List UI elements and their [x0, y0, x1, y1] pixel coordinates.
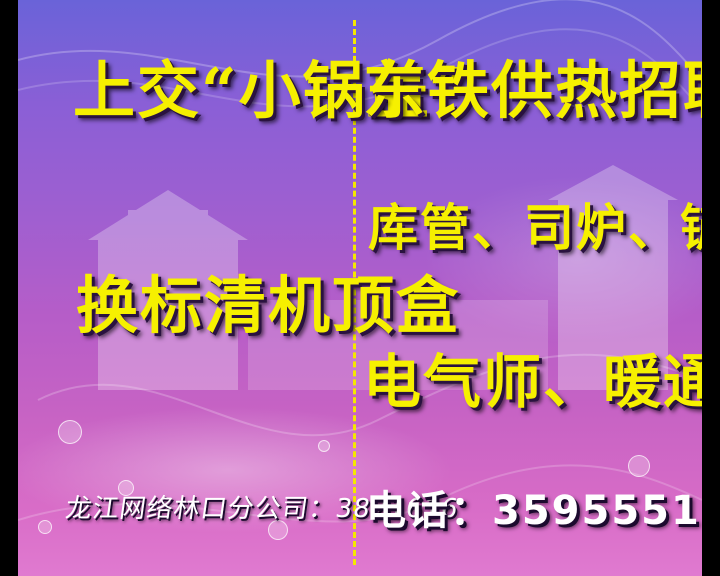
- bubble-decoration: [268, 520, 288, 540]
- bubble-decoration: [628, 455, 650, 477]
- background-swirl-graphic: [18, 0, 702, 523]
- right-positions-line1: 库管、司炉、铲车司机: [368, 198, 702, 257]
- bubble-decoration: [58, 420, 82, 444]
- right-footer-phone: 电话：3595551: [366, 488, 701, 534]
- bubble-decoration: [118, 480, 134, 496]
- right-positions-line2: 电气师、暖通大学生: [363, 348, 702, 416]
- column-divider: [353, 20, 356, 565]
- left-headline: 上交“小锅盖”: [73, 54, 469, 127]
- building-silhouette-graphic: [88, 165, 678, 390]
- right-headline: 东铁供热招聘: [363, 54, 702, 127]
- ad-frame: 上交“小锅盖” 换标清机顶盒 东铁供热招聘 库管、司炉、铲车司机 电气师、暖通大…: [18, 0, 702, 576]
- bubble-decoration: [318, 440, 330, 452]
- left-subheadline: 换标清机顶盒: [76, 269, 461, 342]
- bubble-decoration: [38, 520, 52, 534]
